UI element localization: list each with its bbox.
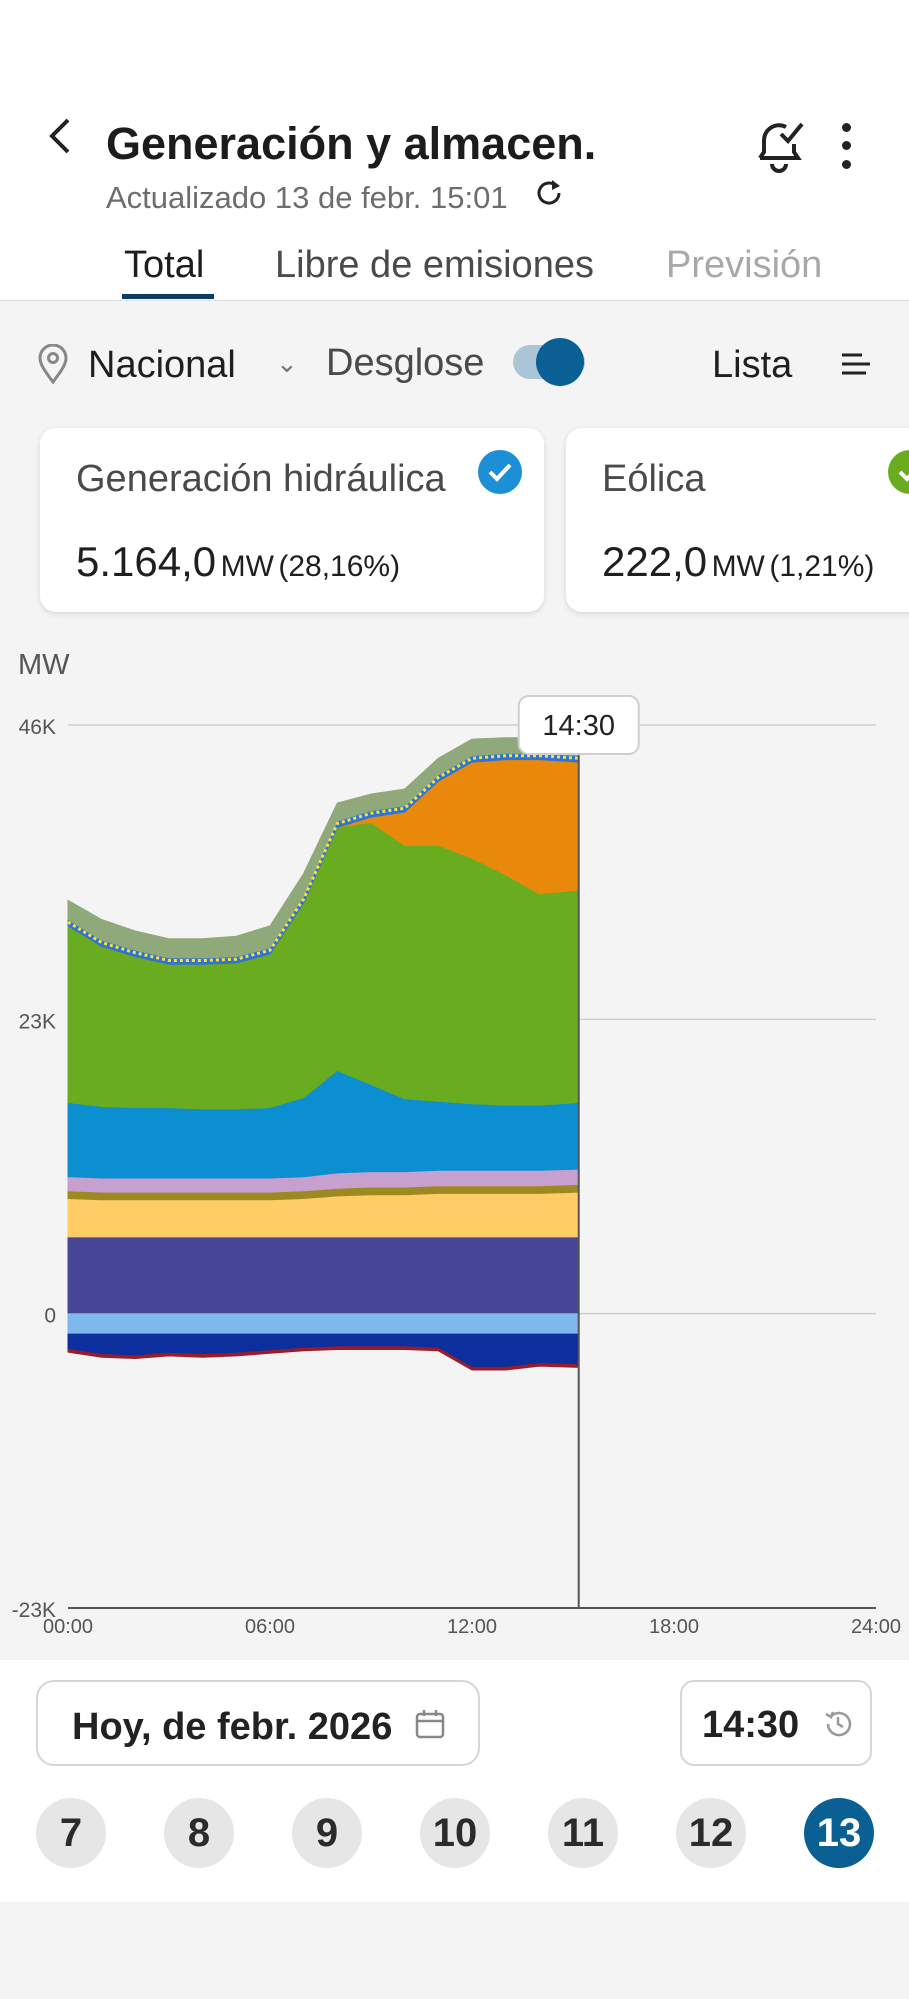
date-picker-button[interactable]: Hoy, de febr. 2026	[36, 1680, 480, 1766]
back-arrow-icon	[49, 118, 70, 154]
card-label: Generación hidráulica	[76, 458, 446, 500]
tab-forecast[interactable]: Previsión	[666, 244, 822, 286]
calendar-icon	[415, 1710, 445, 1739]
day-chip[interactable]: 8	[164, 1798, 234, 1868]
card-value: 222,0 MW (1,21%)	[602, 538, 874, 586]
generation-chart[interactable]: 14:30 46K 23K 0 -23K MW 00:00 06:00 12:00 18:00 2…	[0, 640, 909, 1650]
area-series	[67, 1313, 580, 1335]
tab-emission-free[interactable]: Libre de emisiones	[275, 244, 594, 286]
location-pin-icon	[38, 344, 68, 384]
y-tick-label: 46K	[19, 716, 56, 739]
day-chip[interactable]: 11	[548, 1798, 618, 1868]
day-chip[interactable]: 9	[292, 1798, 362, 1868]
card-value-unit: MW	[711, 550, 765, 583]
x-tick-label: 06:00	[245, 1616, 295, 1638]
list-lines-icon[interactable]	[840, 350, 872, 378]
card-value-unit: MW	[220, 550, 274, 583]
x-tick-label: 24:00	[851, 1616, 901, 1638]
breakdown-label: Desglose	[326, 342, 485, 384]
y-tick-label: 0	[44, 1305, 56, 1328]
card-value-number: 222,0	[602, 538, 708, 585]
y-tick-label: -23K	[12, 1599, 56, 1622]
card-value: 5.164,0 MW (28,16%)	[76, 538, 400, 586]
list-view-button[interactable]: Lista	[712, 344, 793, 386]
card-label: Eólica	[602, 458, 706, 500]
x-tick-label: 18:00	[649, 1616, 699, 1638]
tab-selected-indicator	[122, 294, 214, 299]
demand-dashed-line	[67, 754, 579, 962]
refresh-icon[interactable]	[532, 176, 566, 210]
day-chip[interactable]: 12	[676, 1798, 746, 1868]
day-chip-selected[interactable]: 13	[804, 1798, 874, 1868]
app-header	[0, 0, 909, 301]
tab-total[interactable]: Total	[124, 244, 205, 286]
x-tick-label: 00:00	[43, 1616, 93, 1638]
more-dot-icon	[841, 122, 851, 132]
check-circle-icon[interactable]	[888, 450, 909, 494]
y-axis-label: MW	[18, 649, 70, 681]
region-selector[interactable]: Nacional	[88, 344, 236, 386]
card-value-number: 5.164,0	[76, 538, 217, 585]
back-button[interactable]	[36, 108, 86, 164]
y-tick-label: 23K	[19, 1010, 56, 1033]
card-value-percent: (28,16%)	[278, 550, 401, 583]
more-options-button[interactable]	[828, 118, 864, 174]
card-value-percent: (1,21%)	[769, 550, 875, 583]
date-label: Hoy, de febr. 2026	[72, 1706, 393, 1748]
history-clock-icon	[825, 1711, 852, 1737]
x-tick-label: 12:00	[447, 1616, 497, 1638]
card-hydraulic[interactable]: Generación hidráulica 5.164,0 MW (28,16%…	[40, 428, 544, 612]
time-label: 14:30	[702, 1704, 800, 1746]
check-circle-icon[interactable]	[478, 450, 522, 494]
area-series	[67, 1236, 580, 1315]
page-title: Generación y almacen.	[106, 118, 597, 169]
more-dot-icon	[841, 141, 851, 151]
day-chip[interactable]: 10	[420, 1798, 490, 1868]
day-chip[interactable]: 7	[36, 1798, 106, 1868]
card-wind[interactable]: Eólica 222,0 MW (1,21%)	[566, 428, 909, 612]
breakdown-toggle-knob[interactable]	[536, 338, 584, 386]
alert-bell-check-icon[interactable]	[750, 114, 808, 176]
last-updated-text: Actualizado 13 de febr. 15:01	[106, 180, 508, 215]
area-series	[67, 1333, 580, 1368]
time-picker-button[interactable]: 14:30	[680, 1680, 872, 1766]
chevron-down-icon[interactable]: ⌄	[276, 348, 298, 378]
time-cursor-label: 14:30	[542, 710, 615, 742]
time-cursor-label-box	[517, 695, 640, 755]
more-dot-icon	[841, 160, 851, 170]
